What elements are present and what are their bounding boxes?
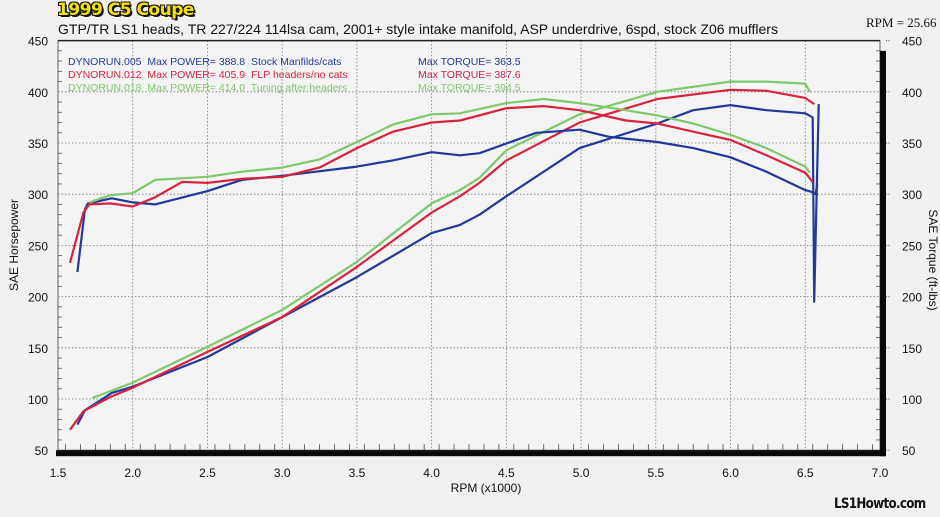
x-tick-label: 6.5 <box>797 466 814 480</box>
y-tick-label-right: 350 <box>902 137 922 151</box>
y-tick-label-left: 150 <box>28 342 48 356</box>
legend-run-name: DYNORUN.005 <box>68 56 142 68</box>
legend-note: FLP headers/no cats <box>250 69 348 81</box>
y-tick-label-left: 250 <box>28 239 48 253</box>
x-tick-label: 2.0 <box>124 466 141 480</box>
y-tick-label-right: 250 <box>902 239 922 253</box>
x-tick-label: 4.0 <box>423 466 440 480</box>
x-tick-label: 6.0 <box>722 466 739 480</box>
y-tick-label-left: 350 <box>28 137 48 151</box>
rpm-readout: RPM = 25.66 <box>866 15 937 30</box>
y-tick-label-right: 100 <box>902 393 922 407</box>
x-tick-label: 1.5 <box>50 466 67 480</box>
y-tick-label-right: 150 <box>902 342 922 356</box>
y-tick-label-right: 50 <box>902 444 916 458</box>
y-tick-label-left: 300 <box>28 188 48 202</box>
x-tick-label: 5.0 <box>573 466 590 480</box>
y-axis-bar-right <box>880 50 886 457</box>
x-tick-label: 4.5 <box>498 466 515 480</box>
y-axis-title-left: SAE Horsepower <box>7 199 21 291</box>
chart-title: 1999 C5 Coupe <box>57 0 194 20</box>
y-tick-label-right: 300 <box>902 188 922 202</box>
y-tick-label-right: 400 <box>902 86 922 100</box>
x-axis-bar <box>56 450 886 457</box>
series-line-dynorun-012-torque <box>68 105 814 264</box>
y-tick-label-left: 400 <box>28 86 48 100</box>
chart-subtitle: GTP/TR LS1 heads, TR 227/224 114lsa cam,… <box>58 21 778 37</box>
x-tick-label: 3.5 <box>349 466 366 480</box>
y-tick-label-right: 200 <box>902 291 922 305</box>
legend-torque-005: Max TORQUE= 363.5 <box>418 56 521 68</box>
x-axis-title: RPM (x1000) <box>451 481 522 495</box>
y-tick-label-left: 50 <box>35 444 49 458</box>
y-tick-label-right: 450 <box>902 35 922 49</box>
legend-max-power: Max POWER= 405.9 <box>147 69 246 81</box>
x-tick-label: 7.0 <box>872 466 889 480</box>
legend-run-name: DYNORUN.012 <box>68 69 142 81</box>
legend-run-018: DYNORUN.018 Max POWER= 414.0 Tuning afte… <box>68 82 347 94</box>
x-tick-label: 2.5 <box>199 466 216 480</box>
y-tick-label-left: 200 <box>28 291 48 305</box>
y-tick-label-left: 100 <box>28 393 48 407</box>
legend-note: Tuning after headers <box>250 82 348 94</box>
series-line-dynorun-018-horsepower <box>92 80 811 400</box>
legend-torque-012: Max TORQUE= 387.6 <box>418 69 521 81</box>
series-line-dynorun-012-horsepower <box>69 88 815 431</box>
series-line-dynorun-018-torque <box>89 97 811 204</box>
legend-max-power: Max POWER= 414.0 <box>147 82 246 94</box>
x-tick-label: 3.0 <box>274 466 291 480</box>
series-line-dynorun-005-torque <box>76 128 819 273</box>
legend-note: Stock Manfilds/cats <box>250 56 342 68</box>
legend-run-012: DYNORUN.012 Max POWER= 405.9 FLP headers… <box>68 69 348 81</box>
y-tick-label-left: 450 <box>28 35 48 49</box>
y-axis-title-right: SAE Torque (ft-lbs) <box>926 209 940 310</box>
watermark: LS1Howto.com <box>834 496 926 512</box>
x-tick-label: 5.5 <box>647 466 664 480</box>
legend-torque-018: Max TORQUE= 394.5 <box>418 82 521 94</box>
legend-run-name: DYNORUN.018 <box>68 82 142 94</box>
legend-max-power: Max POWER= 388.8 <box>147 56 246 68</box>
legend-run-005: DYNORUN.005 Max POWER= 388.8 Stock Manfi… <box>68 56 341 68</box>
